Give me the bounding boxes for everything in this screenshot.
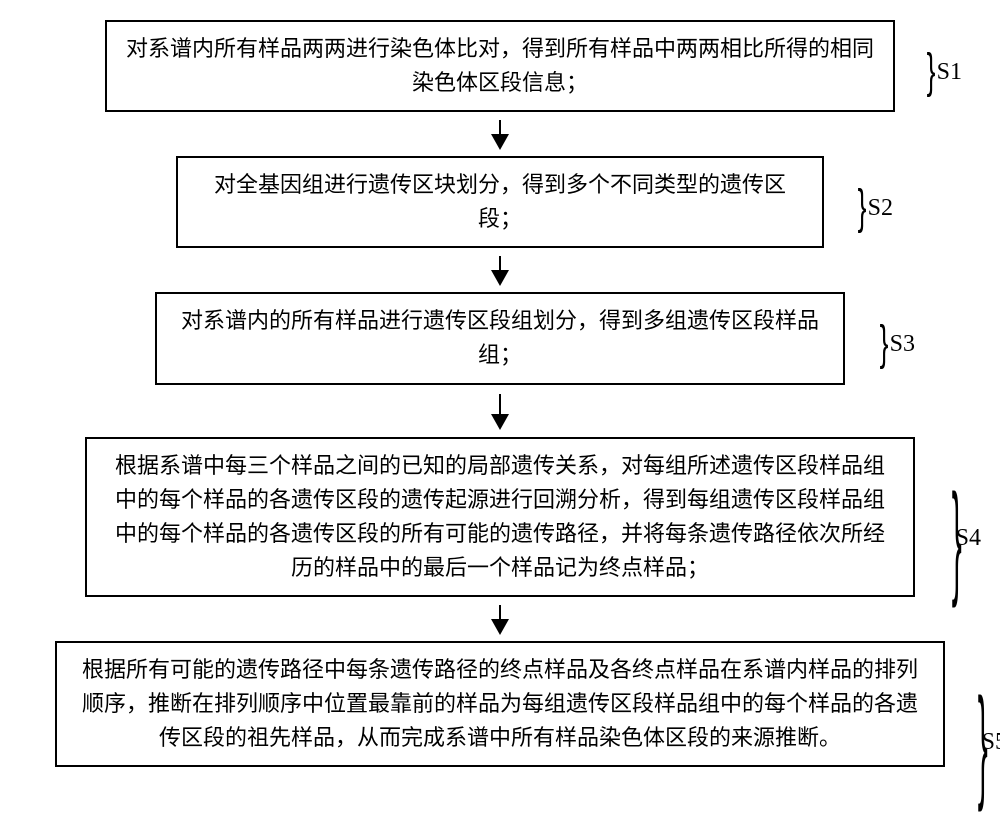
step-s1-box: 对系谱内所有样品两两进行染色体比对，得到所有样品中两两相比所得的相同染色体区段信… [105,20,895,112]
arrow-s2-s3 [45,248,955,292]
step-s5-text: 根据所有可能的遗传路径中每条遗传路径的终点样品及各终点样品在系谱内样品的排列顺序… [82,657,918,750]
step-s1-text: 对系谱内所有样品两两进行染色体比对，得到所有样品中两两相比所得的相同染色体区段信… [126,36,874,95]
step-s2-row: 对全基因组进行遗传区块划分，得到多个不同类型的遗传区段； } S2 [45,156,955,248]
brace-icon: } [857,184,866,232]
step-s5-box: 根据所有可能的遗传路径中每条遗传路径的终点样品及各终点样品在系谱内样品的排列顺序… [55,641,945,767]
brace-icon: } [978,693,988,793]
step-s3-label-text: S3 [890,331,915,358]
step-s2-label-text: S2 [868,195,893,222]
step-s2-text: 对全基因组进行遗传区块划分，得到多个不同类型的遗传区段； [214,172,786,231]
brace-icon: } [952,489,962,589]
step-s4-text: 根据系谱中每三个样品之间的已知的局部遗传关系，对每组所述遗传区段样品组中的每个样… [115,453,885,580]
step-s1-row: 对系谱内所有样品两两进行染色体比对，得到所有样品中两两相比所得的相同染色体区段信… [45,20,955,112]
step-s5-label: } S5 [980,703,1000,783]
brace-icon: } [926,48,935,96]
step-s3-label: } S3 [876,320,915,368]
step-s1-label-text: S1 [937,59,962,86]
arrow-s3-s4 [45,385,955,437]
step-s5-row: 根据所有可能的遗传路径中每条遗传路径的终点样品及各终点样品在系谱内样品的排列顺序… [45,641,955,767]
step-s4-box: 根据系谱中每三个样品之间的已知的局部遗传关系，对每组所述遗传区段样品组中的每个样… [85,437,915,597]
step-s2-box: 对全基因组进行遗传区块划分，得到多个不同类型的遗传区段； [176,156,824,248]
brace-icon: } [879,320,888,368]
step-s4-label: } S4 [954,499,981,579]
arrow-s1-s2 [45,112,955,156]
step-s3-text: 对系谱内的所有样品进行遗传区段组划分，得到多组遗传区段样品组； [181,308,819,367]
step-s2-label: } S2 [854,184,893,232]
step-s3-row: 对系谱内的所有样品进行遗传区段组划分，得到多组遗传区段样品组； } S3 [45,292,955,384]
step-s4-row: 根据系谱中每三个样品之间的已知的局部遗传关系，对每组所述遗传区段样品组中的每个样… [45,437,955,597]
step-s1-label: } S1 [923,48,962,96]
flowchart-container: 对系谱内所有样品两两进行染色体比对，得到所有样品中两两相比所得的相同染色体区段信… [45,20,955,767]
step-s3-box: 对系谱内的所有样品进行遗传区段组划分，得到多组遗传区段样品组； [155,292,845,384]
arrow-s4-s5 [45,597,955,641]
